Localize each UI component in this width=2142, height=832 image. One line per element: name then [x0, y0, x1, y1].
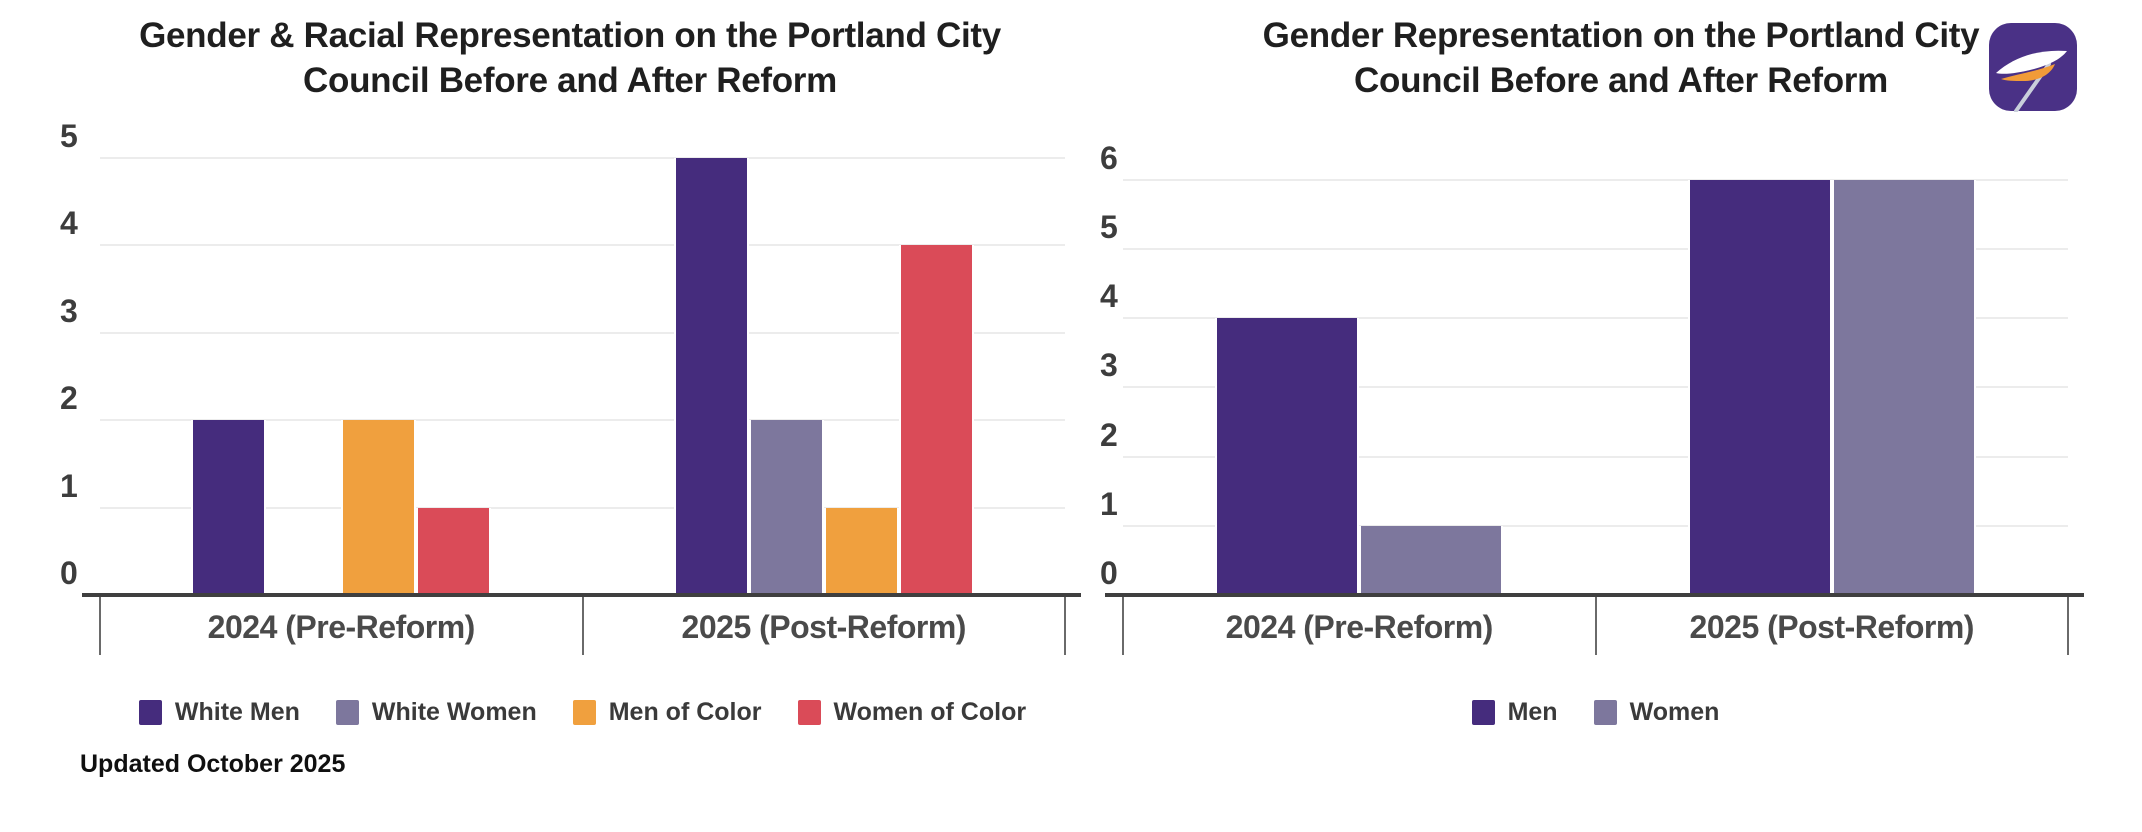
y-axis-tick-label: 2 — [1100, 416, 1118, 453]
gridline — [1123, 317, 2068, 320]
legend-label: Women of Color — [833, 698, 1027, 726]
y-axis-tick-label: 3 — [60, 292, 78, 329]
bar-men-2024-pre-reform- — [1215, 318, 1360, 595]
page-title: Gender & Racial Representation on the Po… — [60, 14, 1080, 104]
legend-swatch-icon — [335, 700, 359, 725]
category-label-2024-pre-reform-: 2024 (Pre-Reform) — [207, 609, 476, 645]
legend-label: White Men — [174, 698, 300, 726]
plot-area: 0 1 2 3 4 5 6 2024 (Pre-Reform) 2025 (Post-Refor… — [1100, 142, 2084, 655]
gridline — [1123, 386, 2068, 389]
legend-label: Men of Color — [608, 698, 762, 726]
legend-item-women-of-color: Women of Color — [797, 698, 1027, 727]
y-axis-tick-label: 4 — [1100, 278, 1118, 315]
bar-men-of-color-2025-post-reform- — [823, 507, 899, 595]
legend-label: Women — [1629, 698, 1720, 726]
legend-item-white-women: White Women — [335, 698, 537, 727]
x-axis-tick — [581, 597, 584, 655]
bar-women-2025-post-reform- — [1831, 179, 1976, 595]
legend-item-men-of-color: Men of Color — [572, 698, 762, 727]
gridline — [100, 419, 1065, 422]
bar-white-men-2025-post-reform- — [673, 158, 749, 595]
bar-women-of-color-2025-post-reform- — [898, 245, 974, 595]
gridline — [100, 506, 1065, 509]
x-axis-tick — [1064, 597, 1066, 655]
gridline — [100, 244, 1065, 247]
legend: Men Women — [1123, 698, 2068, 727]
legend-label: Men — [1507, 698, 1558, 726]
legend: White Men White Women Men of Color Women of… — [100, 698, 1065, 727]
y-axis-tick-label: 6 — [1100, 139, 1118, 176]
x-axis-tick — [99, 597, 101, 655]
legend-label: White Women — [371, 698, 537, 726]
y-axis-tick-label: 1 — [1100, 485, 1118, 522]
category-label-2024-pre-reform-: 2024 (Pre-Reform) — [1225, 608, 1494, 645]
y-axis-tick-label: 3 — [1100, 347, 1118, 384]
y-axis-tick-label: 0 — [60, 555, 78, 591]
bar-white-men-2024-pre-reform- — [191, 420, 267, 595]
x-axis-line — [82, 593, 1081, 597]
legend-swatch-icon — [1593, 700, 1617, 725]
x-axis-tick — [2067, 596, 2069, 655]
bar-white-women-2025-post-reform- — [748, 420, 824, 595]
legend-swatch-icon — [138, 700, 162, 725]
left-chart: Gender & Racial Representation on the Po… — [60, 0, 1081, 832]
y-axis-tick-label: 5 — [60, 118, 78, 154]
legend-item-women: Women — [1593, 698, 1720, 727]
chart-title-text: Gender & Racial Representation on the Po… — [139, 16, 1001, 100]
y-axis-tick-label: 4 — [60, 205, 78, 242]
legend-swatch-icon — [572, 700, 596, 725]
x-axis-line — [1105, 592, 2084, 597]
y-axis-tick-label: 1 — [60, 467, 78, 504]
y-axis-tick-label: 0 — [1100, 554, 1118, 591]
bar-women-of-color-2024-pre-reform- — [416, 507, 492, 595]
x-axis-tick — [1594, 596, 1597, 655]
chart-title-text: Gender Representation on the Portland Ci… — [1262, 16, 1980, 100]
category-label-2025-post-reform-: 2025 (Post-Reform) — [1689, 608, 1975, 645]
legend-swatch-icon — [1471, 700, 1495, 725]
category-label-2025-post-reform-: 2025 (Post-Reform) — [681, 609, 967, 645]
gridline — [100, 331, 1065, 334]
y-axis-tick-label: 5 — [1100, 208, 1118, 245]
right-chart: Gender Representation on the Portland Ci… — [1100, 0, 2142, 832]
updated-note: Updated October 2025 — [80, 750, 346, 778]
plot-area: 0 1 2 3 4 5 2024 (Pre-Reform) 2025 (Post-Reform… — [60, 120, 1081, 655]
gridline — [1123, 524, 2068, 527]
gridline — [1123, 247, 2068, 250]
bar-men-of-color-2024-pre-reform- — [341, 420, 417, 595]
legend-swatch-icon — [797, 700, 821, 725]
page-title: Gender Representation on the Portland Ci… — [1100, 14, 2142, 104]
x-axis-tick — [1122, 596, 1124, 655]
flag-swoosh-logo-icon — [1989, 23, 2077, 112]
legend-item-white-men: White Men — [138, 698, 300, 727]
gridline — [100, 157, 1065, 159]
legend-item-men: Men — [1471, 698, 1558, 727]
gridline — [1123, 455, 2068, 458]
gridline — [1123, 178, 2068, 181]
bar-women-2024-pre-reform- — [1359, 525, 1504, 595]
bar-men-2025-post-reform- — [1687, 179, 1832, 595]
y-axis-tick-label: 2 — [60, 380, 78, 417]
